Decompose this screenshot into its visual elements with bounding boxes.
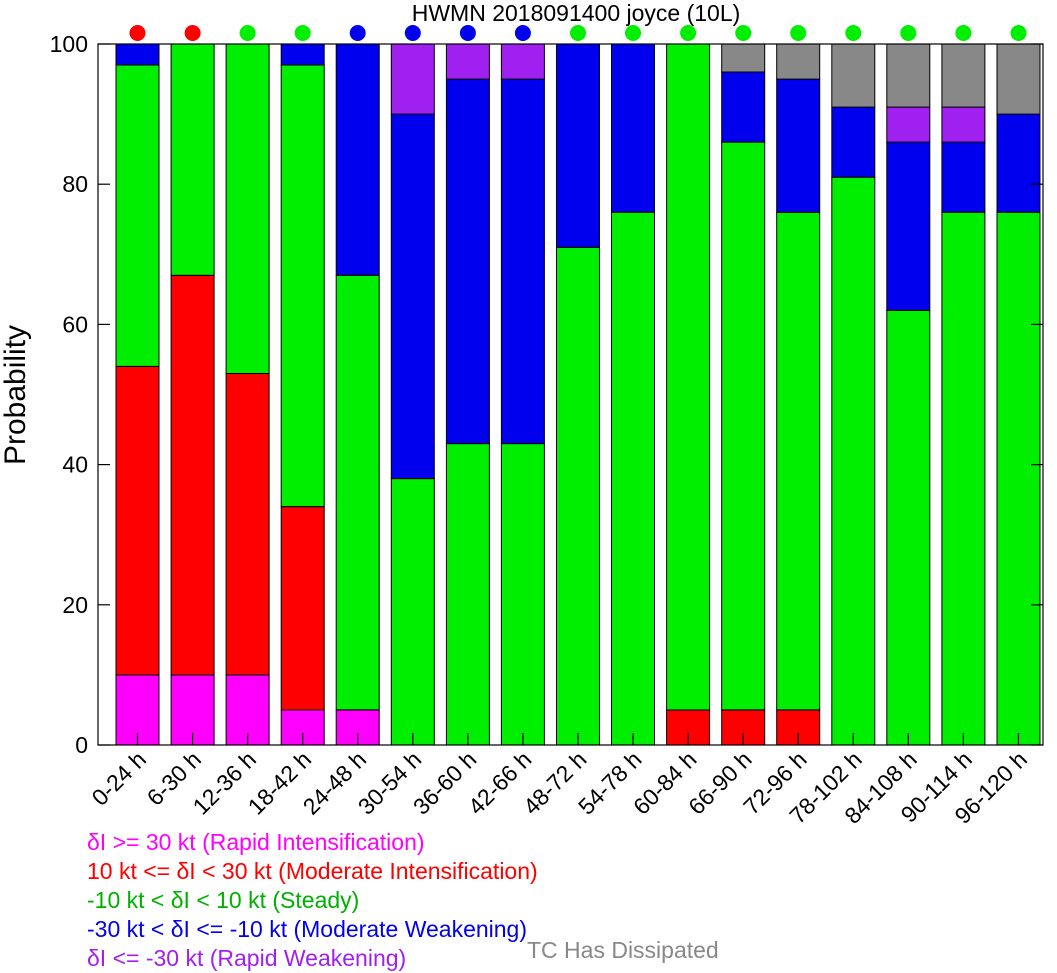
bar-segment-8-series-5 (500, 43, 545, 80)
bar-segment-2-series-2 (170, 274, 215, 676)
bar-segment-16-series-5 (941, 106, 986, 143)
bar-segment-12-series-4 (721, 71, 766, 143)
legend-entry-2: 10 kt <= δI < 30 kt (Moderate Intensific… (87, 858, 538, 884)
status-marker-10 (625, 25, 641, 41)
bar-segment-16-series-4 (941, 141, 986, 213)
bar-segment-12-series-6 (721, 43, 766, 73)
bar-segment-4-series-3 (280, 64, 325, 508)
bar-segment-1-series-3 (115, 64, 160, 367)
bars-group (115, 43, 1041, 746)
bar-segment-17-series-3 (996, 211, 1041, 746)
bar-segment-10-series-3 (611, 211, 655, 746)
bar-segment-13-series-6 (776, 43, 821, 80)
legend-entry-4: -30 kt < δI <= -10 kt (Moderate Weakenin… (87, 916, 528, 942)
plot-frame (97, 43, 1044, 746)
bar-segment-17-series-6 (996, 43, 1041, 115)
bar-segment-3-series-2 (225, 373, 270, 676)
bar-segment-11-series-3 (666, 43, 711, 711)
bar-segment-9-series-3 (556, 246, 600, 746)
bar-segment-16-series-3 (941, 211, 986, 746)
bar-segment-14-series-4 (831, 106, 876, 178)
status-marker-3 (239, 25, 256, 41)
status-marker-8 (514, 25, 531, 41)
bar-segment-16-series-6 (941, 43, 986, 108)
bar-segment-17-series-4 (996, 113, 1041, 213)
status-marker-14 (845, 25, 862, 41)
status-marker-13 (790, 25, 807, 41)
status-marker-7 (459, 25, 476, 41)
legend-entry-5: δI <= -30 kt (Rapid Weakening) (87, 945, 407, 971)
bar-segment-15-series-5 (886, 106, 931, 143)
bar-segment-13-series-3 (776, 211, 821, 711)
legend-entry-3: -10 kt < δI < 10 kt (Steady) (87, 887, 360, 913)
legend: δI >= 30 kt (Rapid Intensification) 10 kt… (87, 828, 538, 973)
y-axis-label: Probability (0, 325, 32, 465)
status-marker-6 (404, 25, 421, 41)
x-tick-label-1: 0-24 h (87, 746, 152, 811)
bar-segment-4-series-4 (280, 43, 325, 66)
bar-segment-13-series-4 (776, 78, 821, 213)
bar-segment-12-series-3 (721, 141, 766, 711)
status-marker-2 (184, 25, 201, 41)
legend-dissipated: TC Has Dissipated (527, 937, 719, 963)
bar-segment-5-series-3 (335, 274, 380, 711)
y-tick-label-40: 40 (62, 452, 88, 478)
bar-segment-6-series-4 (390, 113, 435, 480)
axes-group (97, 43, 1044, 746)
markers-group (129, 25, 1027, 41)
y-tick-label-100: 100 (50, 31, 88, 57)
bar-segment-15-series-3 (886, 309, 931, 746)
bar-segment-8-series-4 (500, 78, 545, 445)
status-marker-12 (735, 25, 752, 41)
bar-segment-1-series-2 (115, 366, 160, 676)
bar-segment-1-series-4 (115, 43, 160, 66)
bar-segment-15-series-6 (886, 43, 931, 108)
bar-segment-4-series-2 (280, 506, 325, 711)
y-tick-label-60: 60 (62, 311, 88, 337)
bar-segment-10-series-4 (611, 43, 655, 213)
bar-segment-7-series-5 (445, 43, 490, 80)
status-marker-1 (129, 25, 146, 41)
status-marker-4 (294, 25, 311, 41)
legend-entry-1: δI >= 30 kt (Rapid Intensification) (87, 829, 425, 855)
status-marker-5 (349, 25, 366, 41)
status-marker-15 (900, 25, 917, 41)
bar-segment-8-series-3 (500, 443, 545, 746)
bar-segment-7-series-4 (445, 78, 490, 445)
bar-segment-14-series-6 (831, 43, 876, 108)
bar-segment-9-series-4 (556, 43, 600, 248)
status-marker-9 (570, 25, 586, 41)
bar-segment-6-series-5 (390, 43, 435, 115)
y-tick-label-20: 20 (62, 592, 88, 618)
bar-segment-7-series-3 (445, 443, 490, 746)
bar-segment-14-series-3 (831, 176, 876, 746)
status-marker-17 (1010, 25, 1027, 41)
y-tick-label-0: 0 (75, 732, 88, 758)
y-tick-label-80: 80 (62, 171, 88, 197)
bar-segment-6-series-3 (390, 478, 435, 746)
chart-title: HWMN 2018091400 joyce (10L) (412, 0, 741, 26)
bar-segment-3-series-3 (225, 43, 270, 374)
bar-segment-2-series-3 (170, 43, 215, 276)
bar-segment-5-series-4 (335, 43, 380, 276)
status-marker-11 (680, 25, 697, 41)
bar-segment-15-series-4 (886, 141, 931, 311)
status-marker-16 (955, 25, 972, 41)
